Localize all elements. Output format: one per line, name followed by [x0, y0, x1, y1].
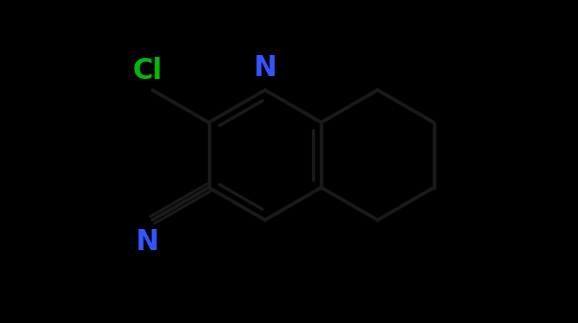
- Text: N: N: [253, 54, 276, 82]
- Text: Cl: Cl: [132, 57, 162, 85]
- Text: N: N: [136, 228, 159, 256]
